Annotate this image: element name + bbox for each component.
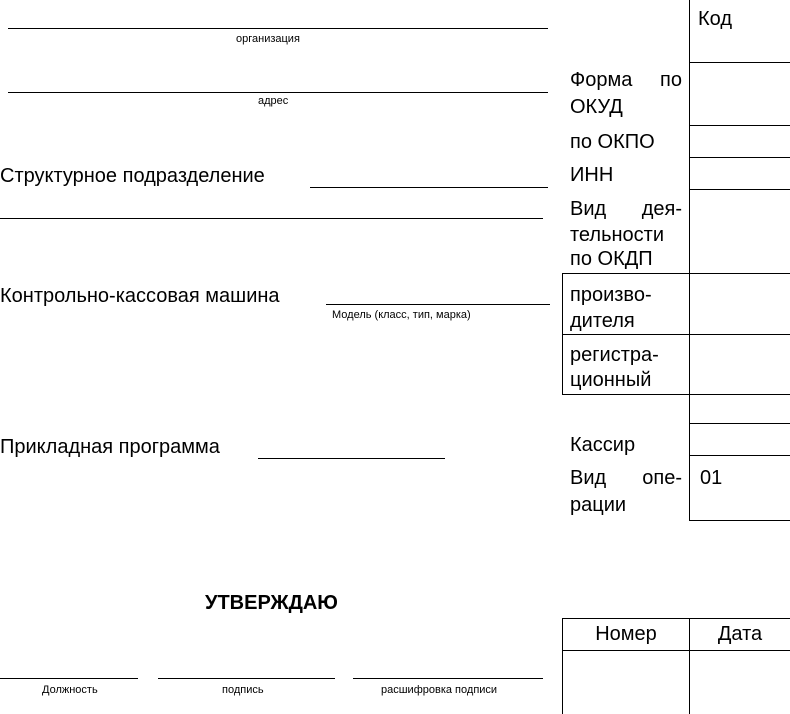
okdp-label-a: Вид (570, 198, 607, 220)
operation-label-b: опе- (642, 467, 682, 489)
organization-line[interactable] (8, 28, 548, 29)
operation-label: Вид опе- (570, 465, 682, 492)
okud-label: Форма по (570, 67, 682, 94)
register-box-left-border (562, 273, 563, 395)
cash-register-label: Контрольно-кассовая машина (0, 285, 280, 307)
row-divider (689, 62, 790, 63)
decoding-line[interactable] (353, 678, 543, 679)
address-line[interactable] (8, 92, 548, 93)
number-cell[interactable] (564, 652, 688, 712)
model-caption: Модель (класс, тип, марка) (332, 309, 471, 321)
table-header-divider (562, 650, 790, 651)
department-line[interactable] (310, 187, 548, 188)
department-line-2[interactable] (0, 218, 543, 219)
manufacturer-label-2: дителя (570, 310, 635, 332)
row-divider (689, 189, 790, 190)
position-caption: Должность (42, 684, 98, 696)
application-line[interactable] (258, 458, 445, 459)
code-column (689, 0, 790, 521)
row-divider (689, 125, 790, 126)
manufacturer-label-1: произво- (570, 284, 652, 306)
position-line[interactable] (0, 678, 138, 679)
code-header: Код (698, 8, 733, 30)
row-divider (689, 455, 790, 456)
row-divider (562, 273, 790, 274)
okdp-label-2: тельности (570, 224, 664, 246)
operation-label-a: Вид (570, 467, 607, 489)
application-label: Прикладная программа (0, 436, 220, 458)
address-caption: адрес (258, 95, 289, 107)
okdp-label-3: по ОКДП (570, 248, 653, 270)
cashier-label: Кассир (570, 434, 636, 456)
table-column-divider (689, 618, 690, 714)
okdp-label-b: дея- (641, 198, 682, 220)
document-number-date-table (562, 618, 790, 714)
organization-caption: организация (236, 33, 300, 45)
okud-label-2: ОКУД (570, 96, 623, 118)
okud-label-b: по (660, 69, 682, 91)
approval-title: УТВЕРЖДАЮ (205, 592, 338, 614)
date-header: Дата (717, 623, 763, 645)
operation-label-2: рации (570, 494, 627, 516)
number-header: Номер (595, 623, 657, 645)
row-divider (562, 394, 790, 395)
decoding-caption: расшифровка подписи (381, 684, 498, 696)
row-divider (689, 157, 790, 158)
registration-label-2: ционный (570, 369, 652, 391)
cash-register-line[interactable] (326, 304, 550, 305)
date-cell[interactable] (692, 652, 788, 712)
signature-caption: подпись (222, 684, 264, 696)
row-divider (562, 334, 790, 335)
registration-label-1: регистра- (570, 344, 659, 366)
okpo-label: по ОКПО (570, 131, 655, 153)
inn-label: ИНН (570, 164, 614, 186)
operation-code-value: 01 (700, 467, 723, 489)
department-label: Структурное подразделение (0, 165, 265, 187)
okud-label-a: Форма (570, 69, 633, 91)
row-divider (689, 423, 790, 424)
okdp-label: Вид дея- (570, 196, 682, 223)
signature-line[interactable] (158, 678, 335, 679)
